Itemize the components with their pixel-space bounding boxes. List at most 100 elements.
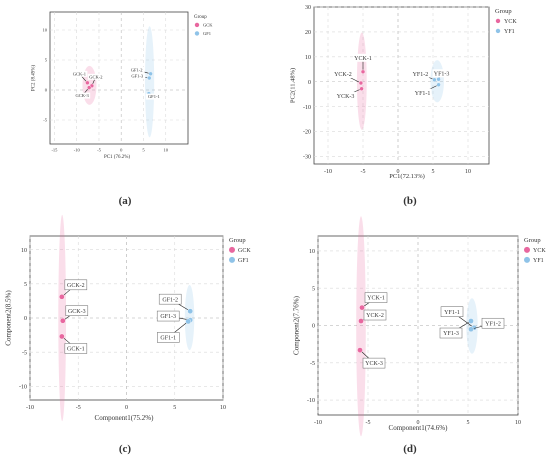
point-label-box — [413, 88, 432, 97]
legend-swatch — [194, 22, 200, 28]
point-label: GCK-2 — [89, 74, 102, 79]
confidence-ellipse — [430, 60, 444, 103]
point-label-box — [158, 293, 182, 305]
legend-label: YF1 — [533, 258, 544, 264]
y-tick-label: 0 — [308, 80, 311, 86]
legend-swatch — [524, 256, 530, 263]
point-label: YCK-3 — [337, 94, 355, 100]
point-label: GF1-2 — [162, 297, 178, 303]
point-label: YCK-2 — [334, 72, 352, 78]
data-point — [147, 75, 152, 81]
y-tick-label: 10 — [305, 55, 311, 61]
x-axis-label: Component1(74.6%) — [389, 424, 449, 432]
data-point — [436, 82, 441, 87]
point-label-box — [129, 73, 146, 79]
y-tick-label: 5 — [312, 286, 315, 292]
data-point — [468, 318, 474, 324]
y-tick-label: -10 — [307, 398, 315, 404]
legend-swatch — [229, 256, 235, 263]
y-tick-label: 20 — [305, 30, 311, 36]
x-tick-label: 10 — [465, 169, 471, 175]
point-label-box — [432, 69, 451, 78]
point-label-box — [440, 306, 464, 317]
x-axis-label: Component1(75.2%) — [95, 414, 155, 422]
y-tick-label: -20 — [303, 130, 311, 136]
data-point — [432, 77, 437, 82]
point-label-box — [128, 66, 145, 73]
y-tick-label: 10 — [309, 249, 315, 255]
y-tick-label: 10 — [21, 248, 27, 254]
point-label-box — [481, 317, 505, 329]
legend-swatch — [495, 18, 501, 24]
y-tick-label: 30 — [305, 5, 311, 11]
legend-label: YCK — [504, 19, 517, 25]
point-label-box — [362, 357, 386, 369]
x-tick-label: 0 — [397, 169, 400, 175]
point-label-box — [411, 69, 430, 78]
point-label-box — [354, 53, 372, 62]
y-tick-label: 10 — [43, 28, 48, 33]
data-point — [357, 347, 363, 353]
x-tick-label: -5 — [361, 169, 366, 175]
legend-swatch — [524, 246, 530, 253]
x-tick-label: 5 — [142, 148, 145, 153]
y-axis-label: Component2(7.76%) — [292, 295, 300, 355]
data-point — [59, 333, 65, 340]
x-tick-label: -5 — [97, 148, 101, 153]
y-tick-label: 5 — [45, 58, 48, 63]
point-label: YF1-3 — [434, 71, 450, 77]
panel-label-d: (d) — [403, 443, 417, 455]
x-tick-label: -5 — [366, 420, 371, 426]
y-tick-label: 5 — [24, 282, 27, 288]
y-tick-label: 0 — [45, 88, 48, 93]
point-label: GCK-1 — [67, 347, 85, 353]
point-label: GF1-3 — [131, 74, 144, 79]
confidence-ellipse — [144, 26, 155, 138]
y-tick-label: 0 — [312, 324, 315, 330]
x-tick-label: -15 — [51, 148, 58, 153]
legend-label: YCK — [533, 248, 546, 254]
legend-title: Group — [194, 15, 207, 20]
data-point — [360, 69, 366, 74]
point-label: YF1-2 — [485, 321, 501, 327]
data-point — [59, 294, 65, 300]
data-point — [85, 80, 90, 86]
y-tick-label: -10 — [19, 384, 27, 390]
point-label-box — [157, 332, 180, 343]
data-point — [468, 326, 474, 333]
y-axis-label: PC2 (8.49%) — [31, 65, 36, 91]
legend-swatch — [229, 246, 235, 253]
point-label: GF1-2 — [131, 67, 143, 72]
panel-c: -10 -5 0 5 10 -10 -5 0 5 10 Component1(75.2%) Compo… — [4, 214, 251, 422]
legend-swatch — [495, 28, 501, 34]
legend-label: GF1 — [238, 258, 249, 264]
legend-label: YF1 — [504, 29, 515, 35]
x-tick-label: 10 — [515, 420, 521, 426]
data-point — [359, 86, 364, 91]
point-label: YCK-1 — [367, 296, 385, 302]
y-tick-label: 0 — [24, 316, 27, 322]
y-tick-label: -5 — [310, 361, 315, 367]
x-tick-label: 5 — [432, 169, 435, 175]
point-label-box — [145, 93, 162, 100]
panel-b: -10 -5 0 5 10 -30 -20 -10 0 10 20 30 PC1(72.13%) PC2(… — [289, 5, 517, 180]
data-point — [436, 77, 441, 82]
point-label: GCK-3 — [68, 309, 86, 315]
data-point — [187, 308, 193, 314]
data-point — [358, 80, 364, 86]
y-tick-label: -5 — [22, 350, 27, 356]
point-label: YF1-1 — [444, 310, 460, 316]
data-point — [359, 304, 365, 311]
point-label: GCK-3 — [76, 93, 90, 98]
legend-title: Group — [229, 237, 246, 244]
x-tick-label: -10 — [26, 405, 34, 411]
point-label: YF1-3 — [443, 331, 459, 337]
panel-label-c: (c) — [119, 443, 132, 455]
panel-d: -10 -5 0 5 10 -10 -5 0 5 10 Component1(74.6%) Compo… — [292, 216, 546, 437]
point-label: YF1-1 — [415, 91, 431, 97]
point-label: GCK-1 — [73, 71, 86, 76]
y-tick-label: -10 — [303, 105, 311, 111]
point-label: GCK-2 — [67, 283, 85, 289]
point-label-box — [156, 310, 180, 322]
